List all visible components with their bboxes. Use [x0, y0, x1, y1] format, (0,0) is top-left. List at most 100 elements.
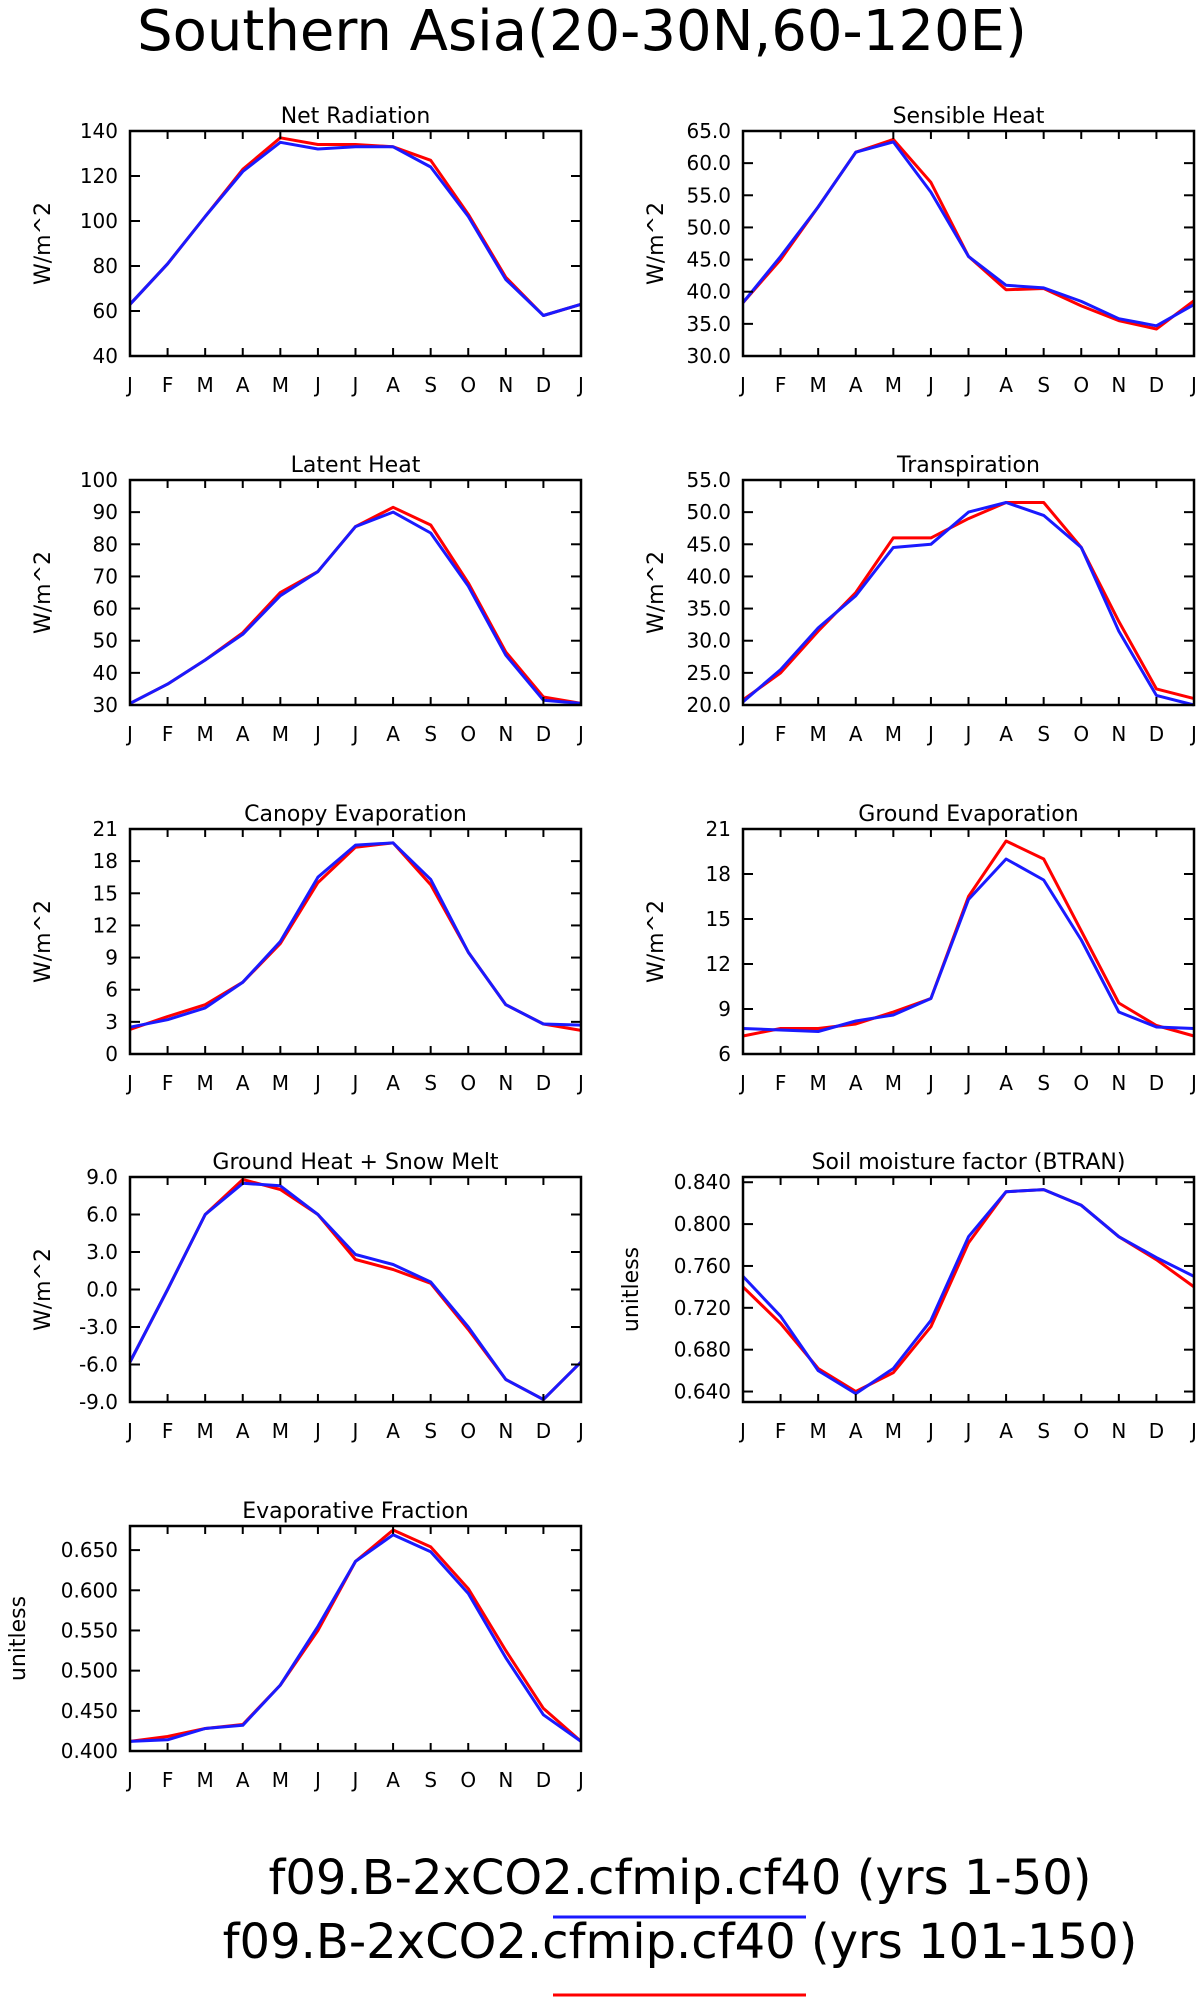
x-tick-label: A — [236, 722, 250, 746]
y-tick-label: -3.0 — [79, 1315, 118, 1339]
x-tick-label: S — [1037, 1071, 1050, 1095]
x-tick-label: M — [810, 1071, 827, 1095]
x-tick-label: M — [885, 722, 902, 746]
x-tick-label: J — [125, 1419, 133, 1443]
series-line-blue — [742, 501, 1195, 707]
x-tick-label: S — [424, 373, 437, 397]
x-tick-label: M — [810, 1419, 827, 1443]
y-axis-label: W/m^2 — [31, 900, 56, 983]
x-tick-label: J — [1189, 1419, 1197, 1443]
x-tick-label: F — [775, 722, 787, 746]
x-tick-label: J — [1189, 1071, 1197, 1095]
y-tick-label: 0 — [105, 1042, 118, 1066]
y-tick-label: 15 — [93, 881, 118, 905]
y-tick-label: 0.760 — [674, 1254, 731, 1278]
series-line-red — [128, 1178, 583, 1401]
series-line-blue — [742, 857, 1195, 1033]
x-tick-label: J — [125, 373, 133, 397]
y-tick-label: 0.650 — [61, 1538, 118, 1562]
panel-title: Ground Heat + Snow Melt — [212, 1150, 499, 1175]
x-tick-label: S — [424, 1768, 437, 1792]
y-tick-label: 20.0 — [686, 693, 731, 717]
y-tick-label: 12 — [93, 913, 118, 937]
x-tick-label: J — [576, 1419, 584, 1443]
x-tick-label: J — [926, 1071, 934, 1095]
plot-frame — [128, 478, 583, 707]
y-tick-label: 0.840 — [674, 1170, 731, 1194]
series-line-red — [129, 841, 582, 1032]
y-tick-label: 6.0 — [86, 1203, 118, 1227]
y-tick-label: 30.0 — [686, 629, 731, 653]
y-axis-label: unitless — [6, 1596, 31, 1681]
y-tick-label: 60 — [93, 299, 118, 323]
x-tick-label: J — [576, 1071, 584, 1095]
plot-frame — [128, 129, 583, 358]
y-tick-label: 50 — [93, 629, 118, 653]
y-tick-label: 45.0 — [686, 532, 731, 556]
x-tick-label: M — [810, 373, 827, 397]
y-tick-label: 60 — [93, 597, 118, 621]
series-line-red — [741, 137, 1195, 331]
y-tick-label: 0.0 — [86, 1278, 118, 1302]
legend-label-2: f09.B-2xCO2.cfmip.cf40 (yrs 101-150) — [223, 1914, 1138, 1970]
x-tick-label: A — [386, 1419, 400, 1443]
series-line-blue — [129, 1533, 582, 1743]
x-tick-label: J — [1189, 373, 1197, 397]
x-tick-label: D — [536, 373, 551, 397]
x-tick-label: F — [162, 1071, 174, 1095]
x-tick-label: D — [536, 1071, 551, 1095]
x-tick-label: A — [236, 1419, 250, 1443]
x-tick-label: S — [424, 1071, 437, 1095]
y-tick-label: 70 — [93, 564, 118, 588]
x-tick-label: A — [236, 1768, 250, 1792]
x-tick-label: A — [386, 1768, 400, 1792]
x-tick-label: J — [125, 1071, 133, 1095]
series-line-blue — [741, 140, 1195, 328]
x-tick-label: S — [424, 1419, 437, 1443]
x-tick-label: J — [926, 1419, 934, 1443]
y-axis-label: W/m^2 — [31, 1248, 56, 1331]
x-tick-label: A — [236, 373, 250, 397]
y-axis-label: W/m^2 — [644, 551, 669, 634]
x-tick-label: D — [1149, 722, 1164, 746]
y-tick-label: 0.720 — [674, 1296, 731, 1320]
x-tick-label: O — [460, 373, 476, 397]
x-tick-label: J — [313, 1071, 321, 1095]
x-tick-label: J — [738, 373, 746, 397]
x-tick-label: F — [775, 373, 787, 397]
x-tick-label: A — [999, 1419, 1013, 1443]
panel-title: Soil moisture factor (BTRAN) — [812, 1150, 1126, 1175]
x-tick-label: J — [313, 722, 321, 746]
x-tick-label: O — [460, 1419, 476, 1443]
x-tick-label: J — [576, 722, 584, 746]
y-tick-label: 0.400 — [61, 1739, 118, 1763]
y-axis-label: unitless — [619, 1247, 644, 1332]
x-tick-label: D — [536, 1768, 551, 1792]
x-tick-label: S — [1037, 373, 1050, 397]
x-tick-label: J — [125, 1768, 133, 1792]
x-tick-label: M — [810, 722, 827, 746]
x-tick-label: M — [197, 1768, 214, 1792]
x-tick-label: D — [1149, 373, 1164, 397]
x-tick-label: J — [351, 1419, 359, 1443]
x-tick-label: J — [351, 722, 359, 746]
panel-title: Ground Evaporation — [858, 802, 1078, 827]
x-tick-label: M — [197, 373, 214, 397]
x-tick-label: F — [775, 1419, 787, 1443]
x-tick-label: J — [351, 373, 359, 397]
x-tick-label: J — [926, 373, 934, 397]
x-tick-label: D — [1149, 1071, 1164, 1095]
x-tick-label: N — [498, 1419, 513, 1443]
x-tick-label: F — [162, 373, 174, 397]
x-tick-label: O — [1073, 1419, 1089, 1443]
y-tick-label: 50.0 — [686, 215, 731, 239]
x-tick-label: O — [460, 1071, 476, 1095]
y-axis-label: W/m^2 — [644, 202, 669, 285]
series-line-blue — [129, 841, 582, 1029]
x-tick-label: S — [1037, 722, 1050, 746]
x-tick-label: O — [460, 722, 476, 746]
panel-title: Transpiration — [896, 453, 1040, 478]
series-line-blue — [741, 1188, 1195, 1396]
